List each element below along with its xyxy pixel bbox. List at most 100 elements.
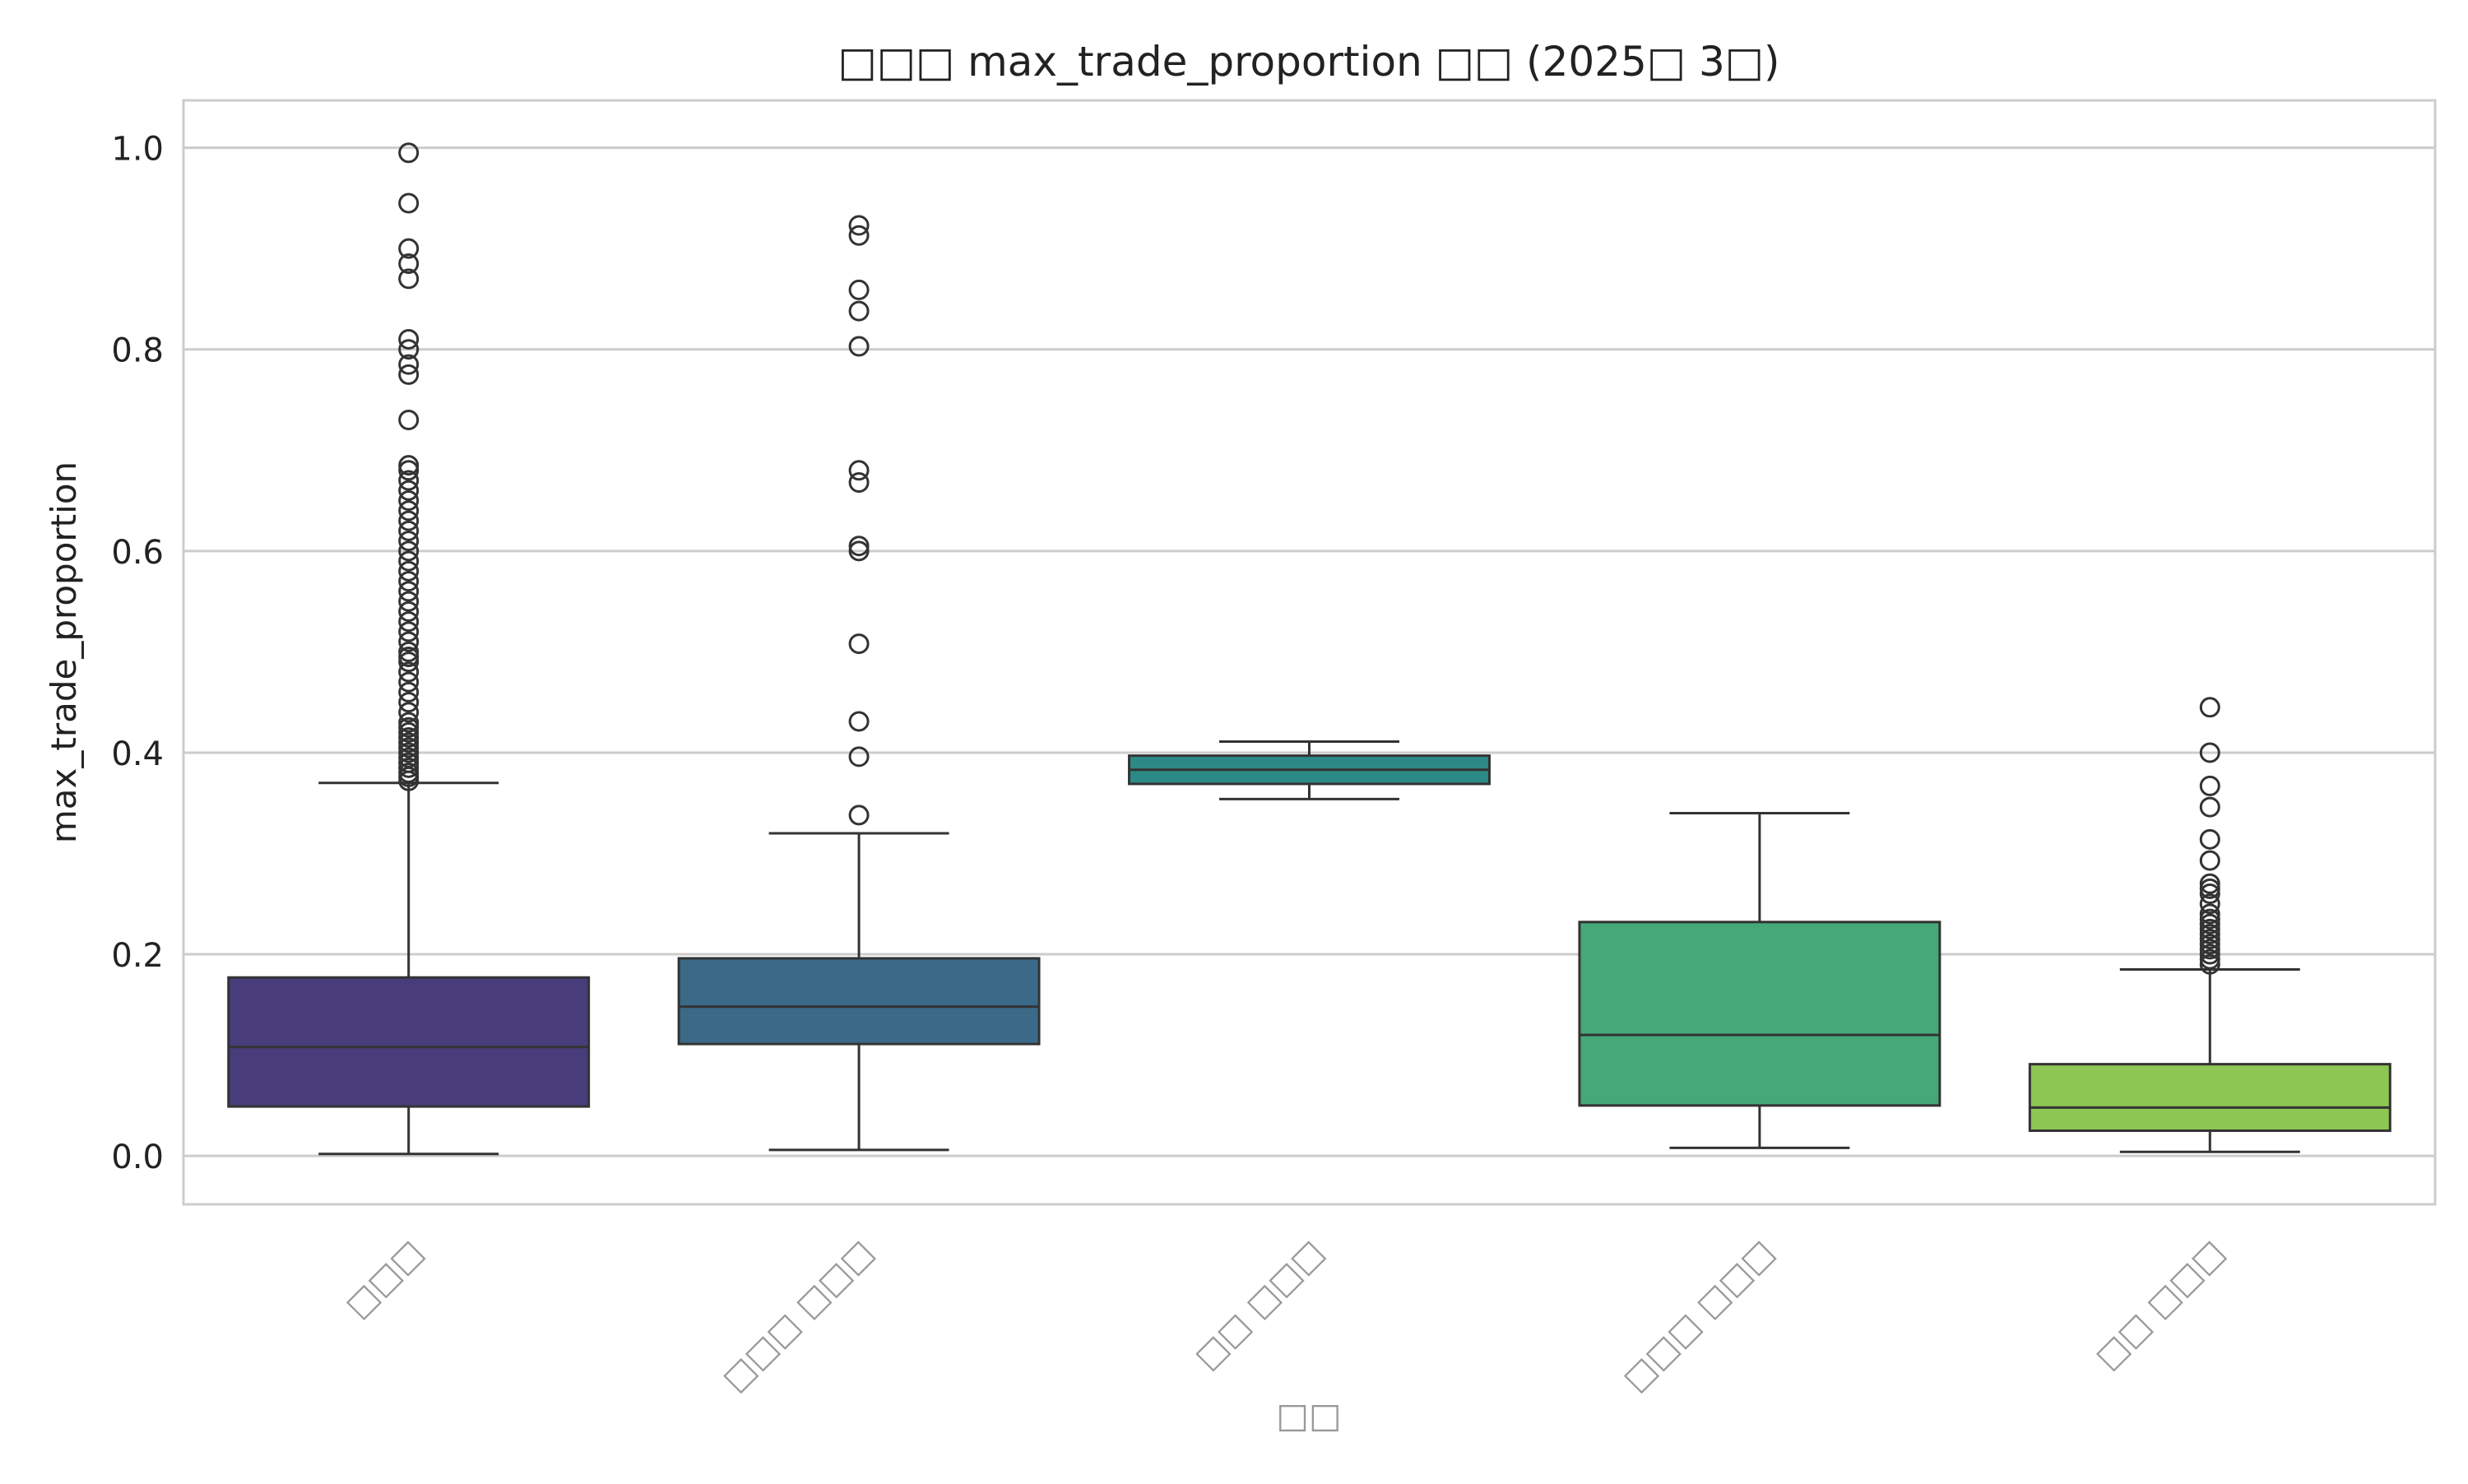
outlier-point (2199, 953, 2220, 975)
outlier-point (2199, 893, 2220, 915)
outlier-point (398, 737, 420, 758)
outlier-point (2199, 796, 2220, 818)
outlier-point (398, 732, 420, 754)
outlier-point (2199, 939, 2220, 960)
outlier-point (398, 721, 420, 743)
box-series (227, 142, 591, 1156)
outlier-point (398, 692, 420, 713)
outlier-point (2199, 948, 2220, 970)
outlier-point (848, 215, 870, 236)
iqr-box (227, 976, 591, 1108)
outlier-point (398, 621, 420, 642)
outlier-point (398, 560, 420, 582)
plot-frame (182, 99, 2437, 1206)
outlier-point (2199, 775, 2220, 796)
outlier-point (398, 455, 420, 476)
y-axis-label: max_trade_proportion (44, 461, 84, 843)
outlier-point (2199, 924, 2220, 945)
outlier-point (2199, 697, 2220, 718)
outlier-point (848, 300, 870, 322)
outlier-point (398, 752, 420, 773)
outlier-point (398, 550, 420, 572)
outlier-point (398, 510, 420, 531)
outlier-point (848, 805, 870, 826)
outlier-point (398, 641, 420, 662)
outlier-point (398, 328, 420, 350)
outlier-point (2199, 918, 2220, 939)
outlier-point (2199, 742, 2220, 763)
outlier-point (398, 540, 420, 562)
outlier-point (2199, 873, 2220, 894)
outlier-point (398, 727, 420, 749)
outlier-point (398, 762, 420, 783)
outlier-point (2199, 878, 2220, 899)
outlier-point (398, 631, 420, 652)
outlier-point (398, 531, 420, 552)
y-tick-labels: 0.0 0.2 0.4 0.6 0.8 1.0 (111, 131, 164, 1177)
outlier-point (398, 480, 420, 501)
outlier-point (848, 460, 870, 481)
outlier-point (398, 520, 420, 541)
x-axis-label: □□ (1276, 1395, 1341, 1435)
iqr-box (2028, 1063, 2391, 1133)
outlier-point (398, 702, 420, 723)
outlier-point (848, 746, 870, 768)
outlier-point (2199, 908, 2220, 930)
y-tick-label: 0.0 (111, 1139, 164, 1176)
outlier-point (398, 238, 420, 259)
outlier-point (398, 716, 420, 738)
outlier-point (398, 268, 420, 290)
outlier-point (398, 410, 420, 431)
outlier-point (2199, 934, 2220, 955)
outlier-point (398, 747, 420, 768)
outlier-point (398, 611, 420, 633)
chart-title: □□□ max_trade_proportion □□ (2025□ 3□) (837, 38, 1779, 86)
outlier-point (398, 742, 420, 763)
outlier-point (398, 601, 420, 622)
outlier-point (848, 225, 870, 246)
outlier-point (2199, 913, 2220, 934)
outlier-point (848, 711, 870, 732)
iqr-box (1578, 921, 1941, 1107)
outlier-point (398, 500, 420, 522)
box-series (1128, 740, 1491, 800)
outlier-point (2199, 850, 2220, 871)
outlier-point (398, 354, 420, 375)
box-series (677, 215, 1041, 1152)
outlier-point (2199, 944, 2220, 965)
outlier-point (2199, 903, 2220, 925)
outlier-point (398, 364, 420, 385)
outlier-point (848, 633, 870, 655)
iqr-box (677, 957, 1041, 1046)
outlier-point (848, 336, 870, 357)
box-series (2028, 697, 2391, 1153)
box-series (1578, 811, 1941, 1149)
outlier-point (848, 540, 870, 562)
y-tick-label: 0.6 (111, 534, 164, 572)
y-tick-label: 0.4 (111, 735, 164, 773)
outlier-point (398, 757, 420, 778)
outlier-point (398, 661, 420, 683)
outlier-point (398, 671, 420, 693)
outlier-point (398, 470, 420, 491)
outlier-point (2199, 828, 2220, 850)
outlier-point (398, 253, 420, 275)
outlier-point (398, 460, 420, 481)
outlier-point (398, 652, 420, 673)
outlier-point (2199, 929, 2220, 950)
outlier-point (398, 142, 420, 164)
outlier-point (398, 339, 420, 360)
outlier-point (398, 490, 420, 512)
outlier-point (398, 192, 420, 214)
outlier-point (2199, 883, 2220, 905)
outlier-point (398, 647, 420, 668)
outlier-point (398, 681, 420, 703)
outlier-point (398, 712, 420, 733)
outlier-point (848, 471, 870, 493)
outlier-point (398, 581, 420, 602)
outlier-point (848, 536, 870, 557)
y-tick-label: 0.2 (111, 937, 164, 975)
boxes (227, 142, 2391, 1156)
